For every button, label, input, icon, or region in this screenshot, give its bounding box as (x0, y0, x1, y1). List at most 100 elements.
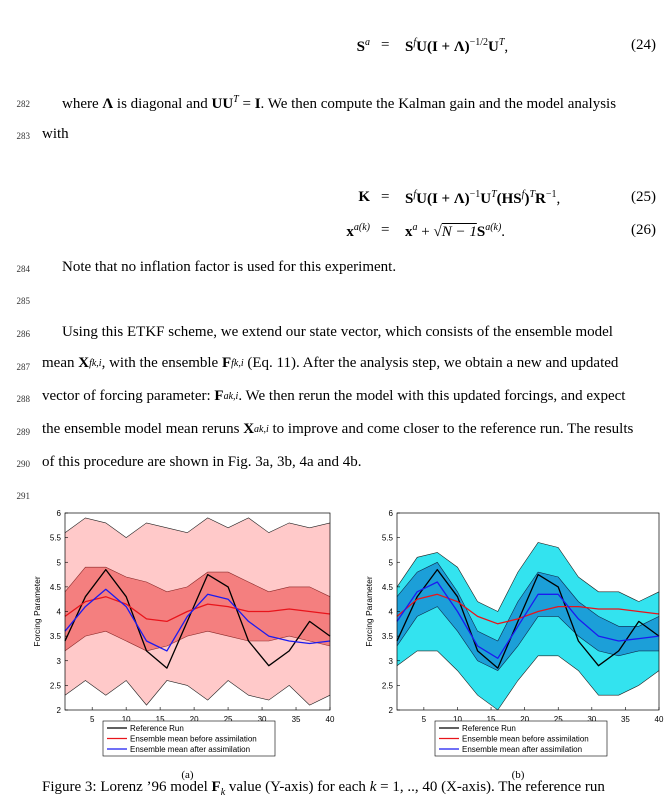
line-number: 288 (16, 394, 31, 404)
math: S (356, 39, 365, 55)
math: K (358, 189, 370, 205)
equals: = (381, 37, 390, 53)
math: k,i (91, 358, 102, 370)
x-tick-label: 35 (621, 715, 630, 724)
series-line (396, 568, 660, 669)
text: , with the ensemble (101, 355, 222, 371)
band-edge (64, 680, 331, 706)
math: F (214, 388, 224, 404)
math: , (556, 191, 561, 207)
math: S (405, 39, 414, 55)
math: a (254, 424, 260, 436)
math: R (535, 191, 546, 207)
math: f (89, 358, 92, 370)
legend-label: Ensemble mean after assimilation (130, 745, 250, 754)
x-tick-label: 15 (156, 715, 165, 724)
math: a (223, 391, 229, 403)
line-number: 286 (16, 329, 31, 339)
y-tick-label: 3.5 (382, 632, 394, 641)
y-tick-label: 4.5 (50, 583, 62, 592)
caption: Figure 3: Lorenz ’96 model Fk value (Y-a… (42, 779, 605, 798)
legend-box (102, 720, 276, 757)
text: Figure 3: Lorenz ’96 model (42, 779, 212, 795)
y-tick-label: 3 (389, 657, 394, 666)
math: k (369, 779, 377, 795)
text: vector of forcing parameter: (42, 388, 215, 404)
x-tick-label: 10 (453, 715, 462, 724)
equation: K = SfU(I + Λ)−1UT(HSf)TR−1, (25) (0, 189, 664, 211)
x-tick-label: 25 (224, 715, 233, 724)
equals: = (381, 189, 390, 205)
math: −1/2 (469, 37, 489, 48)
math: UU (211, 96, 234, 112)
text-line: where Λ is diagonal and UUT = I. We then… (62, 94, 616, 113)
equation-number: (24) (631, 37, 656, 53)
line-number: 287 (16, 362, 31, 372)
math: f (231, 358, 234, 370)
x-tick-label: 5 (422, 715, 427, 724)
math: S (476, 224, 486, 240)
text: = 1, .., 40 (X-axis). The reference run (376, 779, 605, 795)
y-tick-label: 3 (57, 657, 62, 666)
legend-label: Reference Run (130, 724, 184, 733)
y-axis-label: Forcing Parameter (32, 576, 42, 647)
x-tick-label: 15 (487, 715, 496, 724)
y-tick-label: 5 (389, 558, 394, 567)
math: Λ (102, 96, 114, 112)
text: to improve and come closer to the refere… (268, 421, 634, 437)
line-number: 282 (16, 99, 31, 109)
y-tick-label: 6 (57, 509, 62, 518)
text: . We then compute the Kalman gain and th… (260, 96, 617, 112)
math: I (254, 96, 261, 112)
x-tick-label: 10 (122, 715, 131, 724)
equation: Sa = SfU(I + Λ)−1/2UT, (24) (0, 37, 664, 59)
y-tick-label: 2.5 (50, 681, 62, 690)
band-edge (396, 606, 659, 671)
line-number: 284 (16, 264, 31, 274)
math: f (413, 37, 417, 48)
math: U (488, 39, 499, 55)
y-tick-label: 5 (57, 558, 62, 567)
subcaption: (b) (512, 769, 525, 781)
series-line (64, 588, 331, 652)
equation: xa(k) = xa + √N − 1Sa(k). (26) (0, 222, 664, 244)
math: a(k) (485, 222, 502, 233)
band (397, 562, 659, 671)
band-edge (396, 650, 660, 711)
math: k,i (259, 424, 269, 436)
legend-box (434, 720, 608, 757)
y-tick-label: 2.5 (382, 681, 394, 690)
math: , (504, 39, 509, 55)
y-tick-label: 5.5 (50, 534, 62, 543)
line-number: 283 (16, 131, 31, 141)
x-tick-label: 40 (326, 715, 335, 724)
y-tick-label: 4.5 (382, 583, 394, 592)
line-number: 291 (16, 491, 31, 501)
math: X (243, 421, 255, 437)
text: mean (42, 355, 79, 371)
text: value (Y-axis) for each (225, 779, 370, 795)
math: . (501, 224, 506, 240)
equation-number: (26) (631, 222, 656, 238)
band-edge (396, 561, 660, 642)
text: Note that no inflation factor is used fo… (62, 259, 397, 275)
text-line: Note that no inflation factor is used fo… (62, 259, 396, 276)
text: where (62, 96, 103, 112)
legend-label: Ensemble mean after assimilation (462, 745, 582, 754)
math: a (412, 222, 418, 233)
math: k (220, 787, 226, 798)
subcaption: (a) (181, 769, 194, 781)
math: −1 (545, 189, 557, 200)
math: X (78, 355, 90, 371)
line-number: 290 (16, 459, 31, 469)
math: f (521, 189, 525, 200)
x-tick-label: 30 (258, 715, 267, 724)
math: T (233, 94, 239, 105)
math: a (365, 37, 370, 48)
math: x (346, 224, 354, 240)
legend-label: Ensemble mean before assimilation (130, 735, 257, 744)
text: the ensemble model mean reruns (42, 421, 244, 437)
band-edge (64, 630, 331, 652)
math: a(k) (353, 222, 370, 233)
